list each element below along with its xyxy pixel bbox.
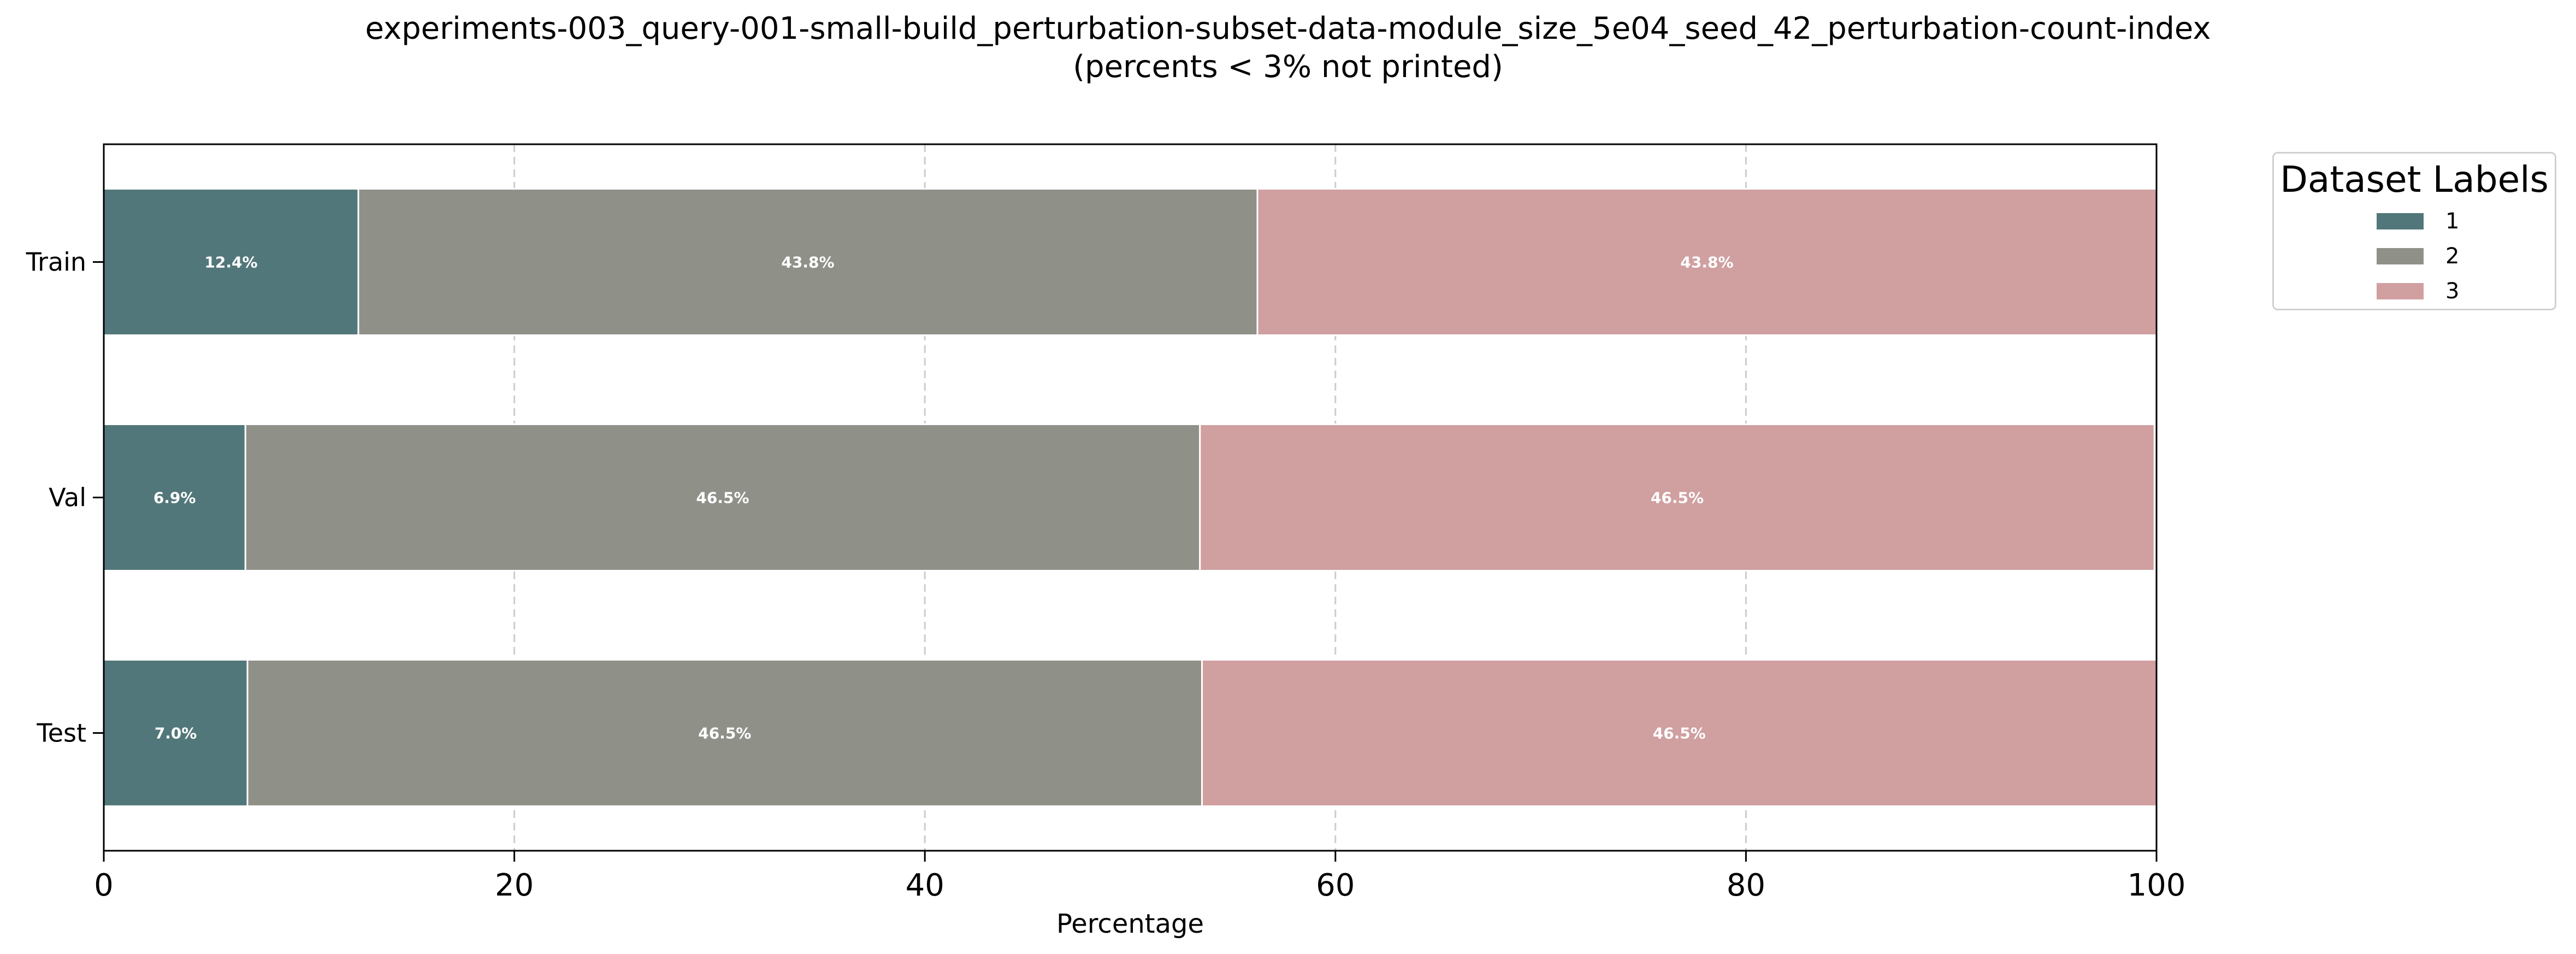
bar-label-val-3: 46.5% xyxy=(1651,489,1704,507)
legend-item-1: 1 xyxy=(2377,206,2459,237)
legend-label-3: 3 xyxy=(2445,279,2460,304)
bar-val-2 xyxy=(244,423,1201,572)
bar-test-3 xyxy=(1201,659,2158,807)
bar-label-train-1: 12.4% xyxy=(204,254,257,272)
bar-label-train-3: 43.8% xyxy=(1680,254,1733,272)
legend-item-2: 2 xyxy=(2377,241,2459,272)
bar-test-2 xyxy=(246,659,1203,807)
chart-title: experiments-003_query-001-small-build_pe… xyxy=(365,11,2211,85)
legend-item-3: 3 xyxy=(2377,276,2459,307)
x-tick-label-2: 40 xyxy=(906,868,944,903)
y-tick-label-train: Train xyxy=(26,248,86,277)
legend-swatch-2 xyxy=(2377,248,2424,264)
bar-train-1 xyxy=(103,188,359,336)
x-tick-label-3: 60 xyxy=(1316,868,1355,903)
bar-label-test-1: 7.0% xyxy=(155,725,197,743)
bar-label-val-2: 46.5% xyxy=(696,489,749,507)
bar-label-train-2: 43.8% xyxy=(781,254,834,272)
x-axis-label: Percentage xyxy=(1056,909,1204,939)
x-tick-label-1: 20 xyxy=(495,868,534,903)
legend-swatch-3 xyxy=(2377,283,2424,299)
x-tick-label-4: 80 xyxy=(1727,868,1765,903)
legend: Dataset Labels 1 2 3 xyxy=(2272,152,2556,310)
y-tick-label-test: Test xyxy=(36,719,86,748)
x-tick-label-5: 100 xyxy=(2128,868,2186,903)
bar-train-3 xyxy=(1256,188,2158,336)
x-tick-label-0: 0 xyxy=(94,868,114,903)
plot-frame xyxy=(103,143,2158,852)
legend-label-1: 1 xyxy=(2445,209,2460,234)
bar-label-test-2: 46.5% xyxy=(698,725,751,743)
bar-label-val-1: 6.9% xyxy=(153,489,196,507)
bar-val-3 xyxy=(1199,423,2155,572)
y-tick-label-val: Val xyxy=(49,483,86,513)
bar-train-2 xyxy=(357,188,1259,336)
bar-label-test-3: 46.5% xyxy=(1653,725,1706,743)
bar-test-1 xyxy=(103,659,249,807)
legend-swatch-1 xyxy=(2377,213,2424,229)
legend-label-2: 2 xyxy=(2445,244,2460,269)
legend-title: Dataset Labels xyxy=(2280,158,2549,201)
